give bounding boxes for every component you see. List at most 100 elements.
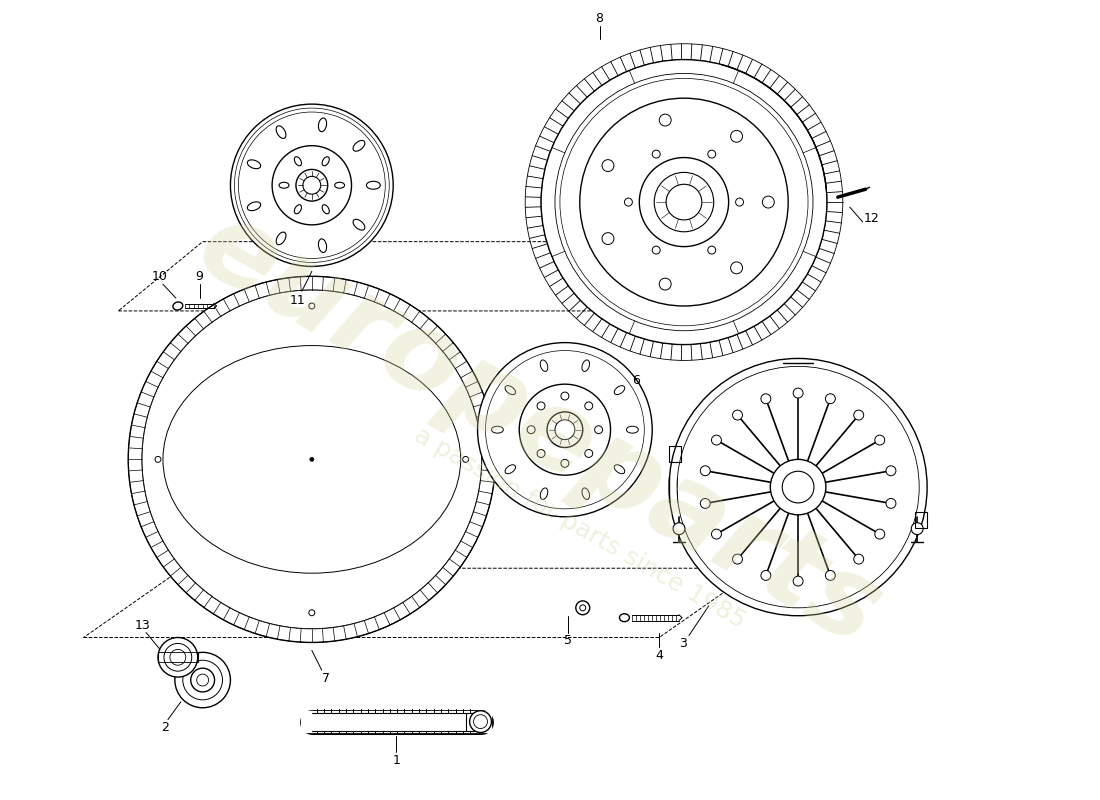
- Ellipse shape: [279, 182, 289, 188]
- Ellipse shape: [505, 465, 516, 474]
- Circle shape: [541, 59, 827, 345]
- Circle shape: [541, 59, 827, 345]
- Circle shape: [129, 276, 495, 642]
- Ellipse shape: [322, 157, 329, 166]
- Circle shape: [537, 402, 544, 410]
- Circle shape: [142, 290, 482, 629]
- Circle shape: [155, 457, 161, 462]
- Circle shape: [825, 394, 835, 404]
- Circle shape: [793, 576, 803, 586]
- Circle shape: [519, 384, 610, 475]
- Circle shape: [793, 388, 803, 398]
- Text: 11: 11: [290, 294, 306, 306]
- Circle shape: [762, 196, 774, 208]
- Circle shape: [309, 303, 315, 309]
- Circle shape: [169, 650, 186, 666]
- Circle shape: [667, 184, 702, 220]
- Ellipse shape: [582, 360, 590, 371]
- Circle shape: [164, 643, 191, 671]
- Circle shape: [854, 554, 864, 564]
- Text: 2: 2: [161, 721, 169, 734]
- Circle shape: [463, 457, 469, 462]
- Circle shape: [761, 394, 771, 404]
- Circle shape: [470, 710, 492, 733]
- Circle shape: [602, 160, 614, 171]
- Ellipse shape: [276, 232, 286, 245]
- Circle shape: [575, 601, 590, 614]
- Text: 6: 6: [632, 374, 640, 386]
- Circle shape: [537, 450, 544, 458]
- Circle shape: [602, 233, 614, 245]
- Ellipse shape: [582, 488, 590, 499]
- Circle shape: [580, 605, 585, 610]
- Circle shape: [309, 610, 315, 616]
- Circle shape: [302, 176, 321, 194]
- Text: 10: 10: [152, 270, 168, 283]
- Circle shape: [310, 458, 314, 462]
- Circle shape: [707, 246, 716, 254]
- Circle shape: [652, 150, 660, 158]
- Text: a passion for parts since 1985: a passion for parts since 1985: [410, 424, 749, 634]
- Circle shape: [770, 459, 826, 514]
- Circle shape: [730, 130, 743, 142]
- Circle shape: [652, 246, 660, 254]
- Circle shape: [673, 522, 685, 534]
- Ellipse shape: [334, 182, 344, 188]
- Text: europeparts: europeparts: [180, 191, 900, 668]
- Text: 9: 9: [196, 270, 204, 283]
- Circle shape: [707, 150, 716, 158]
- Circle shape: [190, 668, 214, 692]
- Text: 4: 4: [656, 649, 663, 662]
- Circle shape: [561, 459, 569, 467]
- Ellipse shape: [318, 239, 327, 253]
- Circle shape: [272, 146, 352, 225]
- Circle shape: [175, 652, 230, 708]
- Ellipse shape: [318, 118, 327, 132]
- Circle shape: [701, 466, 711, 476]
- Circle shape: [736, 198, 744, 206]
- Ellipse shape: [173, 302, 183, 310]
- Circle shape: [477, 342, 652, 517]
- Circle shape: [874, 529, 884, 539]
- Circle shape: [825, 570, 835, 580]
- Circle shape: [639, 158, 728, 246]
- Ellipse shape: [353, 219, 365, 230]
- Circle shape: [527, 426, 535, 434]
- Circle shape: [733, 410, 742, 420]
- Circle shape: [886, 498, 895, 508]
- Circle shape: [197, 674, 209, 686]
- Circle shape: [761, 570, 771, 580]
- Ellipse shape: [614, 465, 625, 474]
- Circle shape: [654, 172, 714, 232]
- Text: 13: 13: [134, 619, 150, 632]
- Ellipse shape: [276, 126, 286, 138]
- Circle shape: [547, 412, 583, 447]
- Circle shape: [659, 114, 671, 126]
- Circle shape: [712, 529, 722, 539]
- Circle shape: [142, 290, 482, 629]
- Ellipse shape: [505, 386, 516, 394]
- Text: 8: 8: [595, 11, 604, 25]
- Ellipse shape: [322, 205, 329, 214]
- Circle shape: [730, 262, 743, 274]
- Circle shape: [625, 198, 632, 206]
- Ellipse shape: [540, 360, 548, 371]
- Ellipse shape: [295, 205, 301, 214]
- Circle shape: [659, 278, 671, 290]
- Ellipse shape: [614, 386, 625, 394]
- Circle shape: [701, 498, 711, 508]
- Text: 1: 1: [393, 754, 400, 766]
- Circle shape: [585, 450, 593, 458]
- Circle shape: [712, 435, 722, 445]
- Ellipse shape: [619, 614, 629, 622]
- Ellipse shape: [353, 141, 365, 151]
- Ellipse shape: [295, 157, 301, 166]
- Circle shape: [474, 714, 487, 729]
- Circle shape: [585, 402, 593, 410]
- Ellipse shape: [248, 202, 261, 210]
- Circle shape: [296, 170, 328, 201]
- Circle shape: [886, 466, 895, 476]
- Text: 7: 7: [321, 671, 330, 685]
- Circle shape: [158, 638, 198, 677]
- Circle shape: [733, 554, 742, 564]
